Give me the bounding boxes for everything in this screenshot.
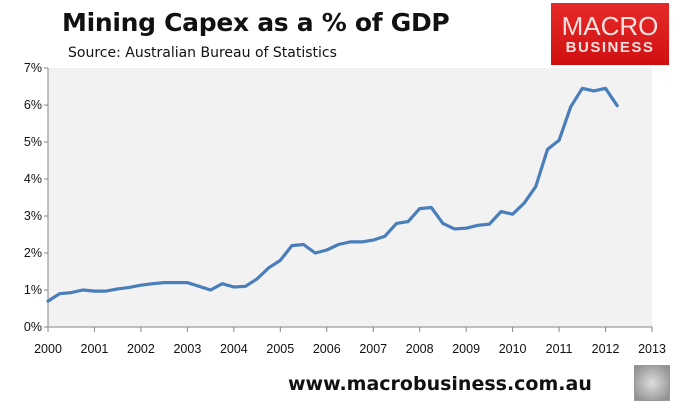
x-tick-label: 2013 [638, 342, 666, 356]
y-tick-label: 4% [24, 172, 42, 186]
wolf-badge-icon [634, 365, 670, 401]
x-tick-label: 2012 [592, 342, 620, 356]
y-tick-label: 1% [24, 283, 42, 297]
chart-subtitle: Source: Australian Bureau of Statistics [68, 45, 337, 61]
plot-area [48, 68, 652, 327]
x-tick-label: 2005 [266, 342, 294, 356]
x-tick-label: 2010 [499, 342, 527, 356]
logo-line2: BUSINESS [565, 39, 655, 56]
y-tick-label: 5% [24, 135, 42, 149]
x-tick-label: 2002 [127, 342, 155, 356]
chart-title: Mining Capex as a % of GDP [62, 8, 450, 37]
y-tick-label: 7% [24, 61, 42, 75]
logo-line1: MACRO [561, 11, 659, 41]
y-tick-label: 6% [24, 98, 42, 112]
x-tick-label: 2003 [173, 342, 201, 356]
macrobusiness-logo: MACRO BUSINESS [551, 3, 669, 65]
x-tick-label: 2000 [34, 342, 62, 356]
y-tick-label: 2% [24, 246, 42, 260]
x-tick-label: 2001 [81, 342, 109, 356]
x-tick-label: 2009 [452, 342, 480, 356]
series-line [46, 86, 619, 303]
x-tick-label: 2008 [406, 342, 434, 356]
x-tick-label: 2004 [220, 342, 248, 356]
x-tick-label: 2011 [546, 342, 573, 356]
y-tick-label: 0% [24, 320, 42, 334]
y-tick-label: 3% [24, 209, 42, 223]
x-tick-label: 2006 [313, 342, 341, 356]
footer-url: www.macrobusiness.com.au [288, 373, 592, 395]
x-tick-label: 2007 [359, 342, 387, 356]
